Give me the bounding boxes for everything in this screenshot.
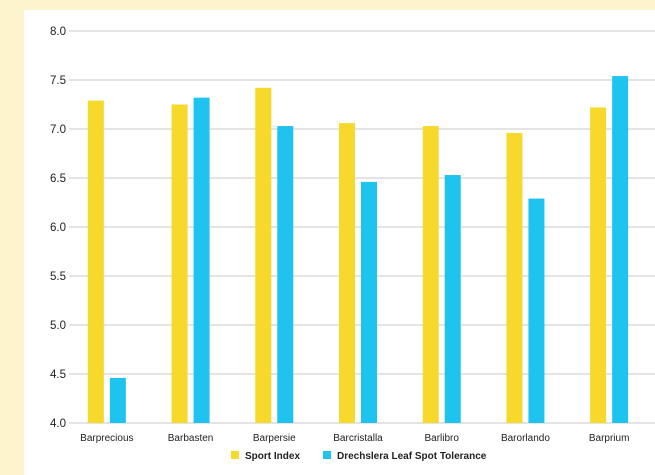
x-tick-label: Barprium <box>589 433 630 444</box>
x-tick-label: Barlibro <box>424 433 459 444</box>
x-tick-label: Barbasten <box>168 433 214 444</box>
bar-drechslera-barpersie <box>277 126 294 423</box>
bar-sport-index-barprecious <box>87 100 104 423</box>
y-tick-label: 4.0 <box>50 418 66 430</box>
y-axis-ticks: 4.0 4.5 5.0 5.5 6.0 6.5 7.0 7.5 8.0 <box>50 26 66 430</box>
y-tick-label: 6.5 <box>50 173 66 185</box>
legend: Sport Index Drechslera Leaf Spot Toleranc… <box>231 451 487 462</box>
y-tick-label: 5.5 <box>50 271 66 283</box>
y-tick-label: 6.0 <box>50 222 66 234</box>
legend-label: Sport Index <box>245 451 300 462</box>
bar-sport-index-barlibro <box>422 126 439 423</box>
x-tick-label: Barorlando <box>501 433 550 444</box>
y-tick-label: 7.5 <box>50 75 66 87</box>
bar-sport-index-barprium <box>590 107 607 423</box>
bar-drechslera-barbasten <box>193 97 210 423</box>
bar-chart: 4.04.55.05.56.06.57.07.58.0 Barprecious B… <box>50 26 655 462</box>
y-tick-label: 5.0 <box>50 320 66 332</box>
bar-sport-index-barorlando <box>506 132 523 424</box>
bar-sport-index-barcristalla <box>339 123 355 424</box>
x-tick-label: Barprecious <box>80 433 133 444</box>
legend-swatch <box>231 451 239 459</box>
bar-drechslera-barprium <box>612 76 629 423</box>
bar-drechslera-barprecious <box>109 377 126 423</box>
chart-panel: 4.0 4.5 5.0 5.5 6.0 6.5 7.0 7.5 8.0 Barprecious B… <box>24 10 655 475</box>
y-tick-label: 8.0 <box>50 26 66 38</box>
bars <box>87 76 629 424</box>
y-tick-label: 7.0 <box>50 124 66 136</box>
bar-drechslera-barcristalla <box>361 181 377 423</box>
legend-label: Drechslera Leaf Spot Tolerance <box>337 451 487 462</box>
legend-swatch <box>323 451 331 459</box>
bar-drechslera-barlibro <box>444 175 461 423</box>
x-tick-label: Barpersie <box>253 433 296 444</box>
y-tick-label: 4.5 <box>50 369 66 381</box>
x-axis-labels: Barprecious Barbasten Barpersie Barcristall… <box>80 433 629 444</box>
bar-sport-index-barpersie <box>255 87 272 423</box>
x-tick-label: Barcristalla <box>333 433 383 444</box>
bar-drechslera-barorlando <box>528 198 545 423</box>
bar-sport-index-barbasten <box>171 104 188 423</box>
